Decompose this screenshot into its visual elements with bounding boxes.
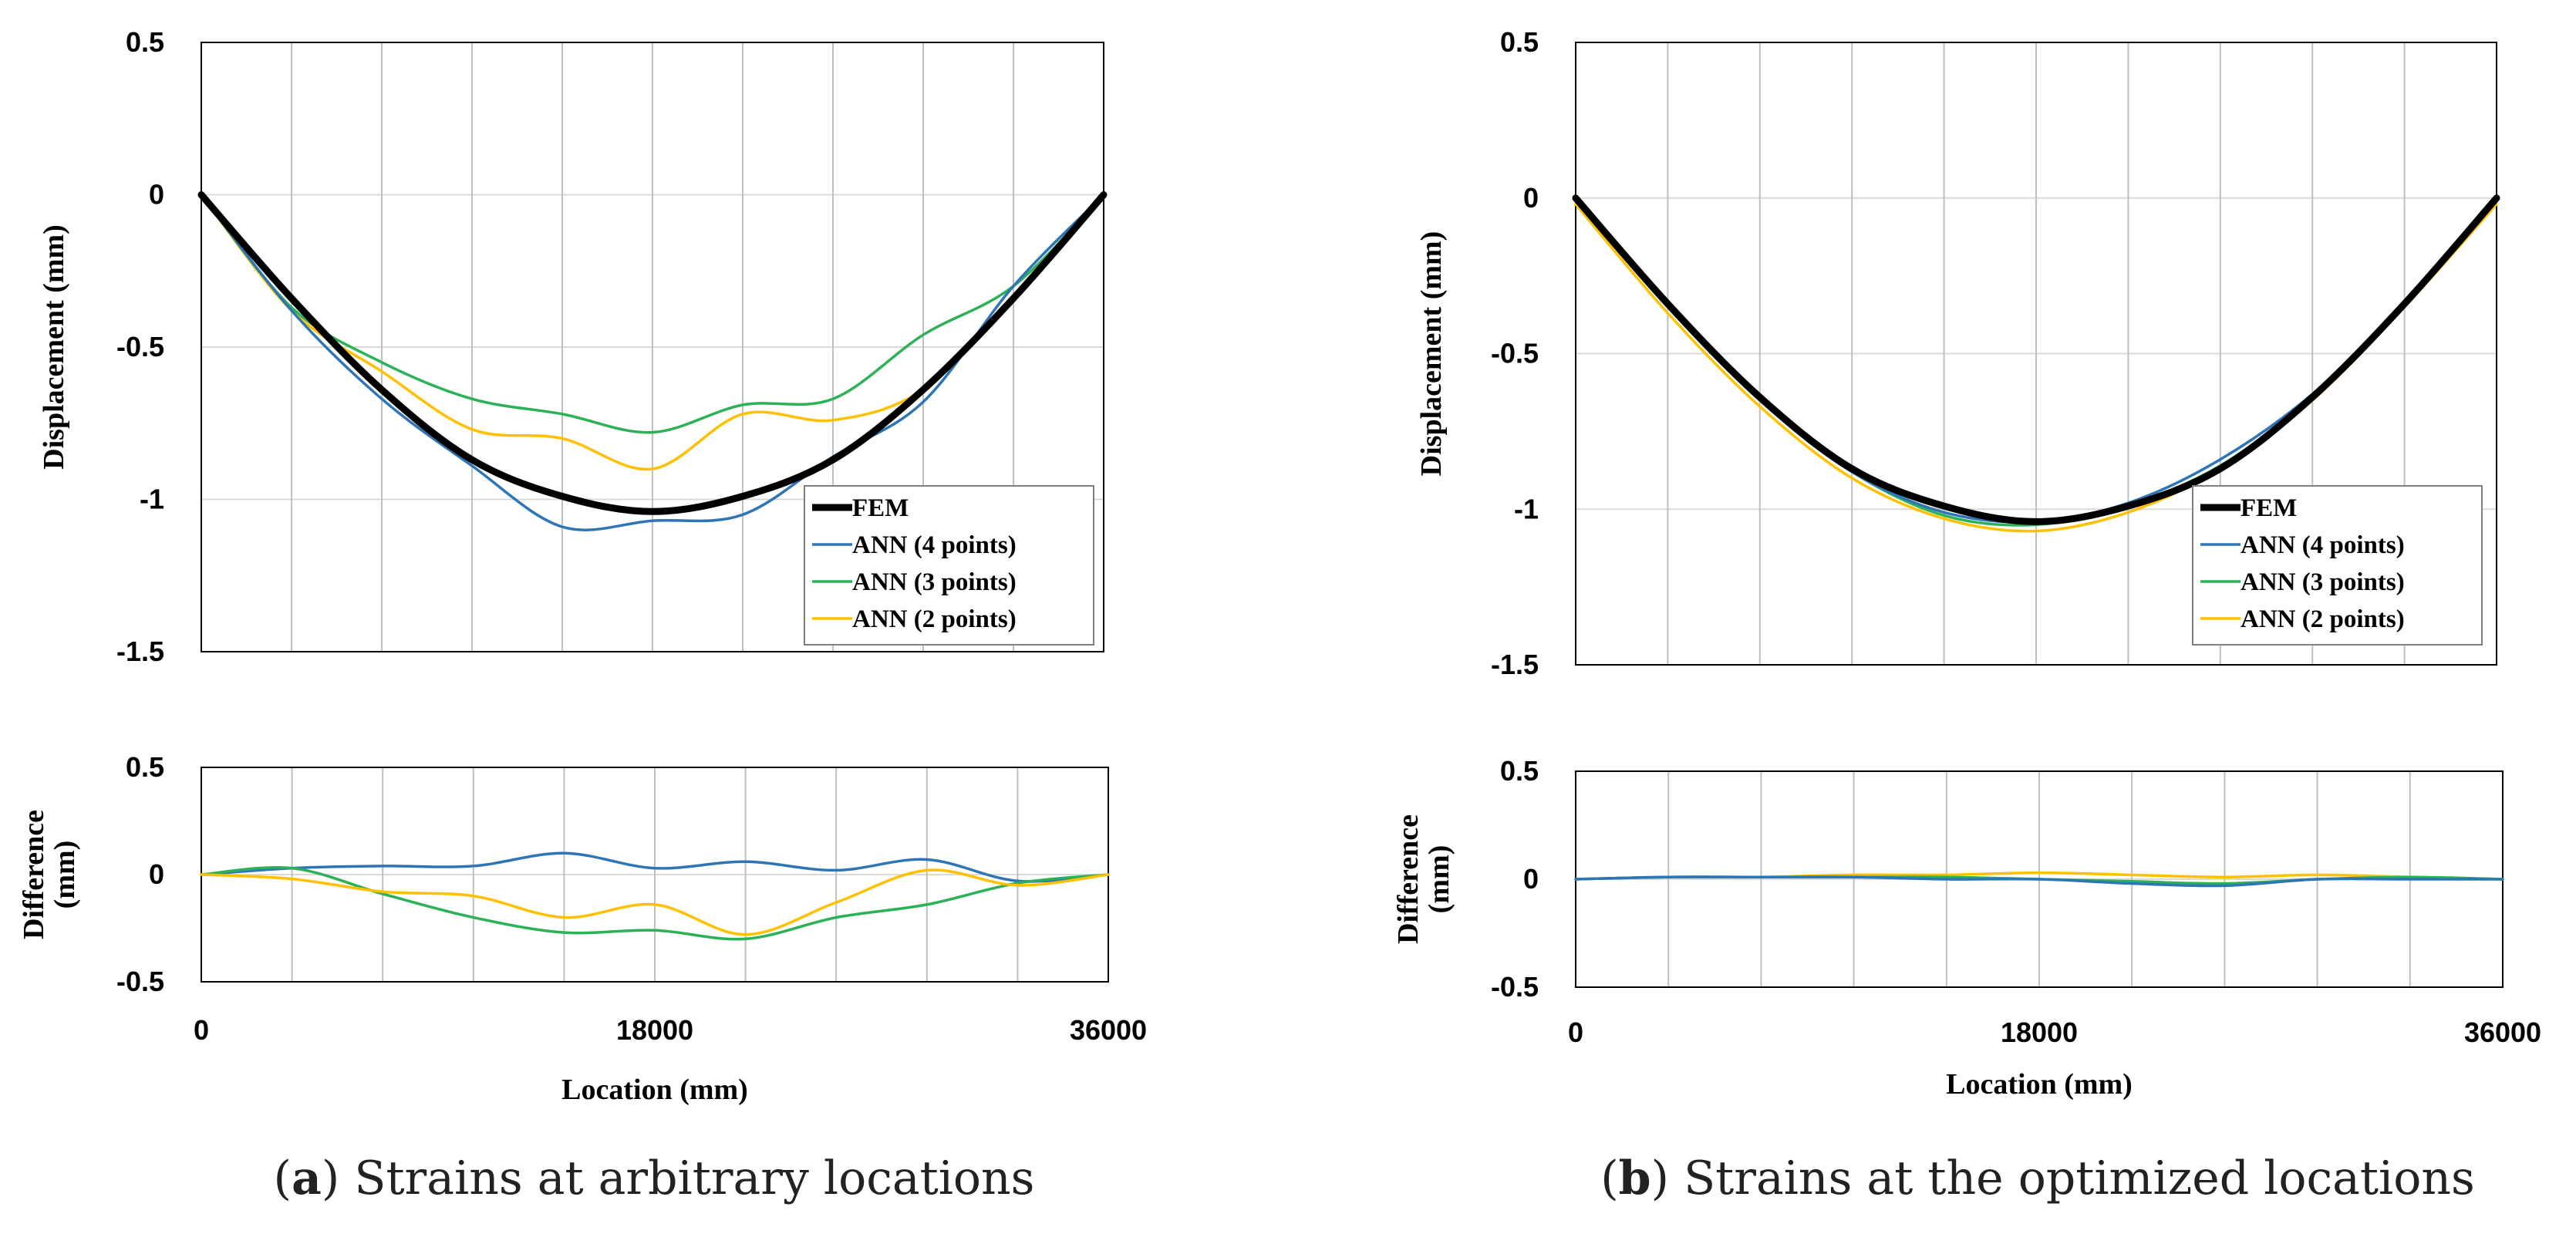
panel-b-top-ytick-label: -0.5 <box>1491 338 1539 369</box>
panel-a-top-chart: -1.5 -1 -0.5 0 0.5 Displacement (mm) FEM ANN (4… <box>38 26 1108 667</box>
panel-b-xlabel: Location (mm) <box>1946 1068 2133 1101</box>
panel-a-xtick-label: 18000 <box>616 1014 693 1046</box>
panel-a-bottom-series-ann-3-points <box>200 866 1110 941</box>
panel-a-legend-label-fem: FEM <box>852 494 909 522</box>
panel-a-top-ytick-label: 0.5 <box>126 26 164 58</box>
panel-b-bottom-series-ann-4-points <box>1574 875 2504 888</box>
panel-b-top-series-fem <box>1572 194 2500 525</box>
ylabel-line-2: (mm) <box>49 841 81 909</box>
panel-a-top-series-ann-3-points <box>200 193 1105 434</box>
panel-a-bottom-series-ann-2-points <box>200 868 1110 936</box>
panel-b-xtick-label: 36000 <box>2464 1016 2541 1048</box>
panel-b-top-ytick-label: -1.5 <box>1491 649 1539 680</box>
panel-b-bottom-ylabel: Difference(mm) <box>1392 814 1455 944</box>
panel-a-top-ytick-label: -0.5 <box>116 331 164 362</box>
panel-a-xtick-label: 0 <box>194 1014 209 1046</box>
panel-b-top-ylabel: Displacement (mm) <box>1415 231 1448 477</box>
panel-a-xtick-label: 36000 <box>1070 1014 1147 1046</box>
ylabel-line-1: Difference <box>1392 814 1425 944</box>
panel-a-top-ytick-label: -1.5 <box>116 635 164 667</box>
panel-b-top-chart: -1.5 -1 -0.5 0 0.5 Displacement (mm) FEM ANN (4… <box>1415 26 2500 680</box>
caption-letter: a <box>292 1151 322 1205</box>
caption-open-paren: ( <box>1600 1151 1618 1205</box>
panel-a-legend-label-ann-3-points: ANN (3 points) <box>852 568 1017 596</box>
panel-b-legend-label-ann-2-points: ANN (2 points) <box>2241 605 2405 633</box>
panel-b-legend-label-ann-3-points: ANN (3 points) <box>2241 568 2405 596</box>
panel-a: -1.5 -1 -0.5 0 0.5 Displacement (mm) FEM ANN (4… <box>18 26 1147 1205</box>
panel-b-top-plot-frame <box>1575 42 2497 666</box>
panel-a-bottom-ytick-label: -0.5 <box>116 966 164 997</box>
panel-a-bottom-ytick-label: 0 <box>149 858 164 890</box>
panel-a-bottom-series-ann-4-points <box>200 851 1110 883</box>
caption-text: Strains at the optimized locations <box>1669 1151 2475 1205</box>
panel-b-bottom-ytick-label: 0 <box>1523 863 1539 895</box>
caption-open-paren: ( <box>274 1151 292 1205</box>
panel-a-legend-box <box>804 485 1094 646</box>
panel-a-top-series-fem <box>197 191 1108 515</box>
panel-b: -1.5 -1 -0.5 0 0.5 Displacement (mm) FEM ANN (4… <box>1392 26 2541 1205</box>
caption-letter: b <box>1619 1151 1651 1205</box>
panel-b-bottom-ytick-label: 0.5 <box>1500 755 1539 787</box>
panel-b-xtick-label: 0 <box>1568 1016 1583 1048</box>
panel-a-bottom-ylabel: Difference(mm) <box>18 810 81 939</box>
caption-text: Strains at arbitrary locations <box>339 1151 1034 1205</box>
caption-close-paren: ) <box>1651 1151 1669 1205</box>
panel-b-caption: (b) Strains at the optimized locations <box>1600 1151 2475 1205</box>
panel-a-bottom-chart: -0.5 0 0.5 Difference(mm) <box>18 751 1110 997</box>
panel-a-bottom-ytick-label: 0.5 <box>126 751 164 783</box>
panel-a-top-ytick-label: 0 <box>149 179 164 211</box>
ylabel-line-1: Difference <box>18 810 50 939</box>
caption-close-paren: ) <box>322 1151 339 1205</box>
panel-a-legend-label-ann-4-points: ANN (4 points) <box>852 531 1017 559</box>
panel-b-top-ytick-label: 0 <box>1523 182 1539 214</box>
panel-a-legend-label-ann-2-points: ANN (2 points) <box>852 605 1017 633</box>
panel-b-legend-label-ann-4-points: ANN (4 points) <box>2241 531 2405 559</box>
panel-a-xlabel: Location (mm) <box>561 1074 748 1106</box>
panel-a-caption: (a) Strains at arbitrary locations <box>274 1151 1035 1205</box>
panel-b-top-ytick-label: -1 <box>1514 493 1539 524</box>
panel-a-legend: FEM ANN (4 points) ANN (3 points) ANN (2 po… <box>804 485 1094 646</box>
panel-b-bottom-ytick-label: -0.5 <box>1491 971 1539 1003</box>
panel-b-top-ytick-label: 0.5 <box>1500 26 1539 58</box>
panel-b-legend: FEM ANN (4 points) ANN (3 points) ANN (2 po… <box>2192 485 2483 646</box>
panel-b-xtick-label: 18000 <box>2001 1016 2078 1048</box>
panel-b-legend-label-fem: FEM <box>2241 494 2297 522</box>
panel-b-bottom-chart: -0.5 0 0.5 Difference(mm) <box>1392 755 2504 1003</box>
panel-a-top-ylabel: Displacement (mm) <box>38 224 70 470</box>
panel-a-top-plot-frame <box>201 42 1104 652</box>
ylabel-line-2: (mm) <box>1423 845 1455 914</box>
panel-a-top-ytick-label: -1 <box>140 484 164 515</box>
panel-b-legend-box <box>2192 485 2483 646</box>
